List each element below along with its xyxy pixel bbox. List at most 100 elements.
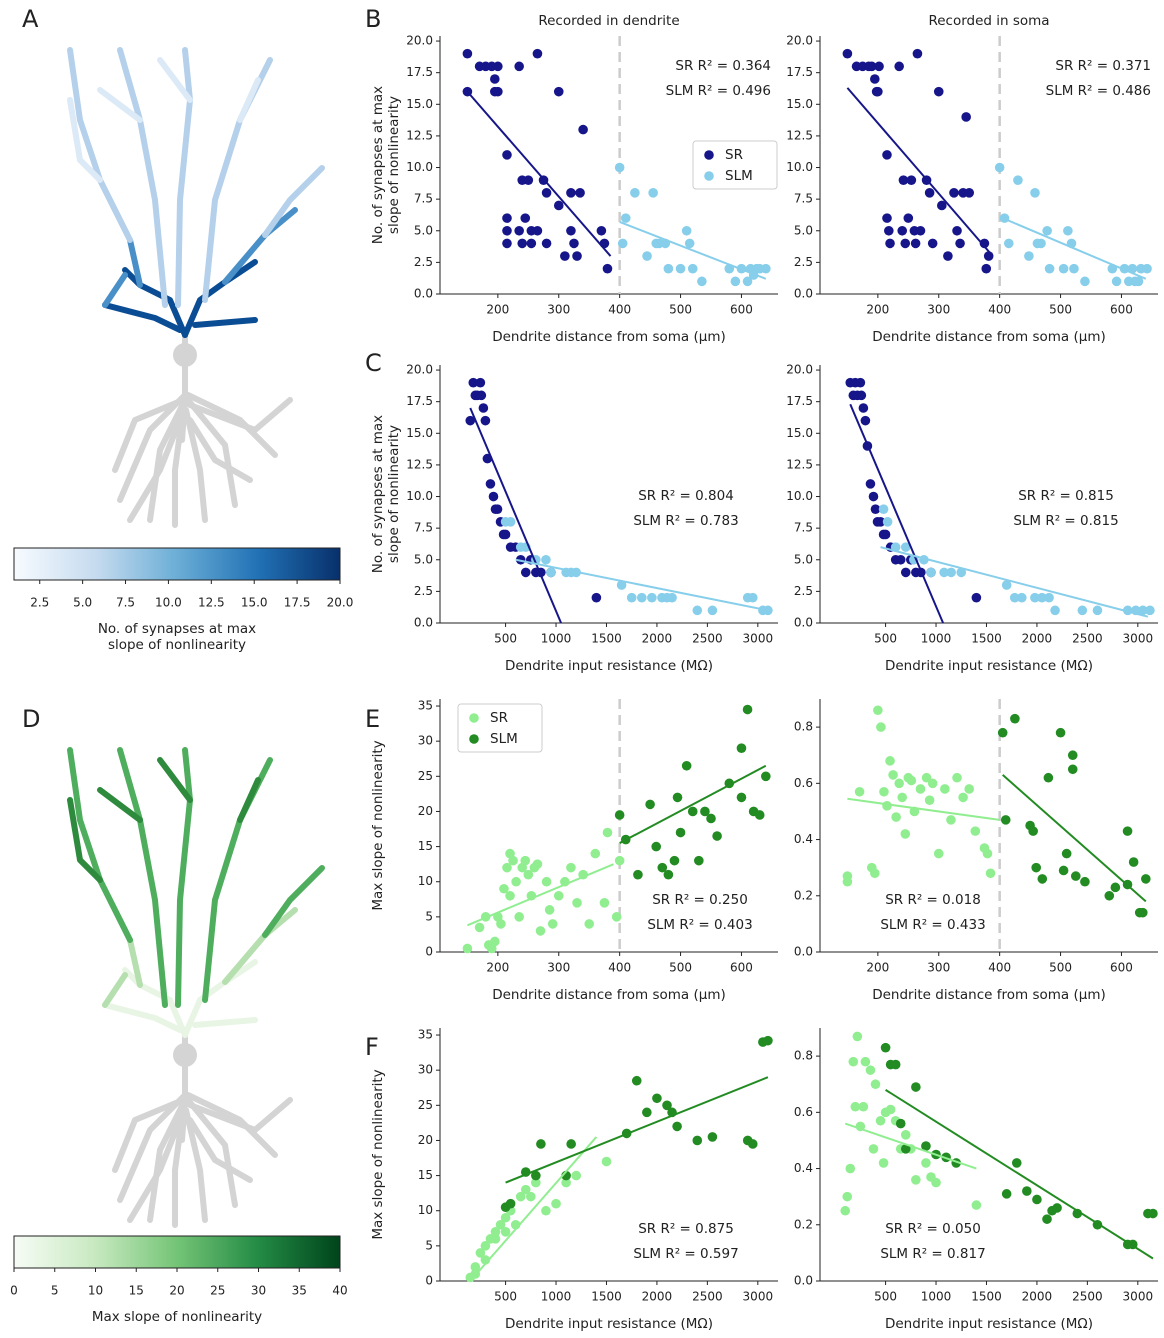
y-tick-label: 15	[418, 839, 433, 853]
data-point	[878, 504, 889, 514]
data-point	[532, 225, 543, 236]
apical-dendrite	[127, 237, 143, 288]
fit-line	[844, 1122, 977, 1170]
data-point	[475, 377, 486, 388]
data-point	[462, 48, 473, 59]
basal-dendrite	[185, 392, 278, 458]
x-tick-label: 2000	[1022, 1290, 1053, 1304]
data-point	[617, 238, 628, 249]
y-tick-label: 2.5	[794, 255, 813, 269]
x-tick-label: 12.5	[198, 596, 225, 610]
x-tick-label: 500	[874, 1290, 897, 1304]
data-point	[971, 592, 982, 603]
data-point	[879, 786, 889, 797]
apical-dendrite	[237, 77, 261, 123]
data-point	[523, 869, 534, 880]
data-point	[927, 238, 938, 249]
x-axis-label: Dendrite input resistance (MΩ)	[505, 1316, 713, 1332]
data-point	[652, 1093, 662, 1104]
data-point	[1110, 882, 1121, 893]
data-point	[897, 792, 908, 803]
y-tick-label: 20	[418, 804, 433, 818]
data-point	[616, 580, 627, 590]
x-tick-label: 200	[866, 303, 889, 317]
y-tick-label: 30	[418, 1063, 433, 1077]
data-point	[474, 922, 485, 933]
data-point	[921, 1158, 931, 1168]
y-axis-label: Max slope of nonlinearity	[370, 1069, 386, 1239]
x-tick-label: 500	[494, 632, 517, 646]
data-point	[505, 517, 516, 527]
data-point	[575, 188, 585, 198]
apical-dendrite	[157, 57, 193, 103]
panel-label: C	[365, 349, 382, 377]
data-point	[906, 175, 917, 185]
data-point	[964, 188, 975, 198]
x-tick-label: 20	[169, 1284, 184, 1298]
x-tick-label: 5.0	[73, 596, 92, 610]
data-point	[874, 61, 884, 72]
y-tick-label: 10	[418, 874, 433, 888]
y-tick-label: 10.0	[406, 489, 433, 503]
data-point	[520, 213, 531, 223]
apical-dendrite	[102, 1002, 183, 1033]
basal-dendrite	[183, 407, 208, 523]
y-tick-label: 0	[425, 945, 433, 959]
x-axis-label: Dendrite input resistance (MΩ)	[885, 1316, 1093, 1332]
data-point	[911, 1082, 921, 1092]
data-point	[526, 1191, 536, 1202]
data-point	[480, 1241, 491, 1251]
data-point	[1044, 263, 1055, 274]
x-tick-label: 300	[927, 961, 950, 975]
x-tick-label: 200	[486, 303, 509, 317]
y-tick-label: 0.0	[794, 616, 813, 630]
data-point	[490, 74, 500, 84]
data-point	[840, 1205, 851, 1216]
data-point	[1022, 1186, 1032, 1196]
data-point	[882, 150, 892, 160]
data-point	[1141, 874, 1151, 884]
apical-dendrite	[97, 787, 143, 823]
y-tick-label: 30	[418, 734, 433, 748]
data-point	[894, 61, 904, 72]
fit-line	[505, 1076, 769, 1184]
fit-line	[619, 764, 767, 844]
data-point	[858, 1101, 869, 1112]
x-tick-label: 2500	[692, 632, 723, 646]
basal-dendrite	[147, 1097, 188, 1223]
x-tick-label: 1000	[921, 632, 952, 646]
data-point	[1031, 862, 1041, 873]
x-tick-label: 1500	[971, 1290, 1002, 1304]
data-point	[1016, 592, 1027, 603]
data-point	[906, 775, 917, 786]
annotation: SR R² = 0.875	[638, 1221, 734, 1237]
data-point	[1013, 175, 1023, 185]
data-point	[645, 799, 655, 810]
data-point	[910, 238, 921, 249]
data-point	[547, 919, 558, 929]
data-point	[852, 1031, 863, 1042]
data-point	[546, 567, 556, 578]
data-point	[648, 188, 658, 198]
basal-dendrite	[112, 397, 186, 473]
data-point	[1030, 592, 1040, 603]
data-point	[842, 1191, 853, 1202]
data-point	[912, 48, 923, 59]
data-point	[523, 175, 534, 185]
data-point	[1133, 276, 1144, 287]
apical-dendrite	[97, 87, 143, 123]
data-point	[736, 792, 747, 803]
x-tick-label: 30	[251, 1284, 266, 1298]
basal-dendrite	[183, 1107, 208, 1223]
data-point	[493, 61, 503, 72]
annotation: SLM R² = 0.597	[633, 1246, 738, 1262]
fit-line	[467, 863, 614, 927]
apical-dendrite	[182, 259, 258, 338]
data-point	[669, 855, 680, 866]
apical-dendrite	[222, 207, 298, 285]
apical-dendrite	[102, 272, 128, 308]
colorbar-label: slope of nonlinearity	[108, 637, 246, 653]
data-point	[865, 479, 876, 489]
data-point	[921, 1141, 931, 1151]
data-point	[514, 61, 524, 72]
